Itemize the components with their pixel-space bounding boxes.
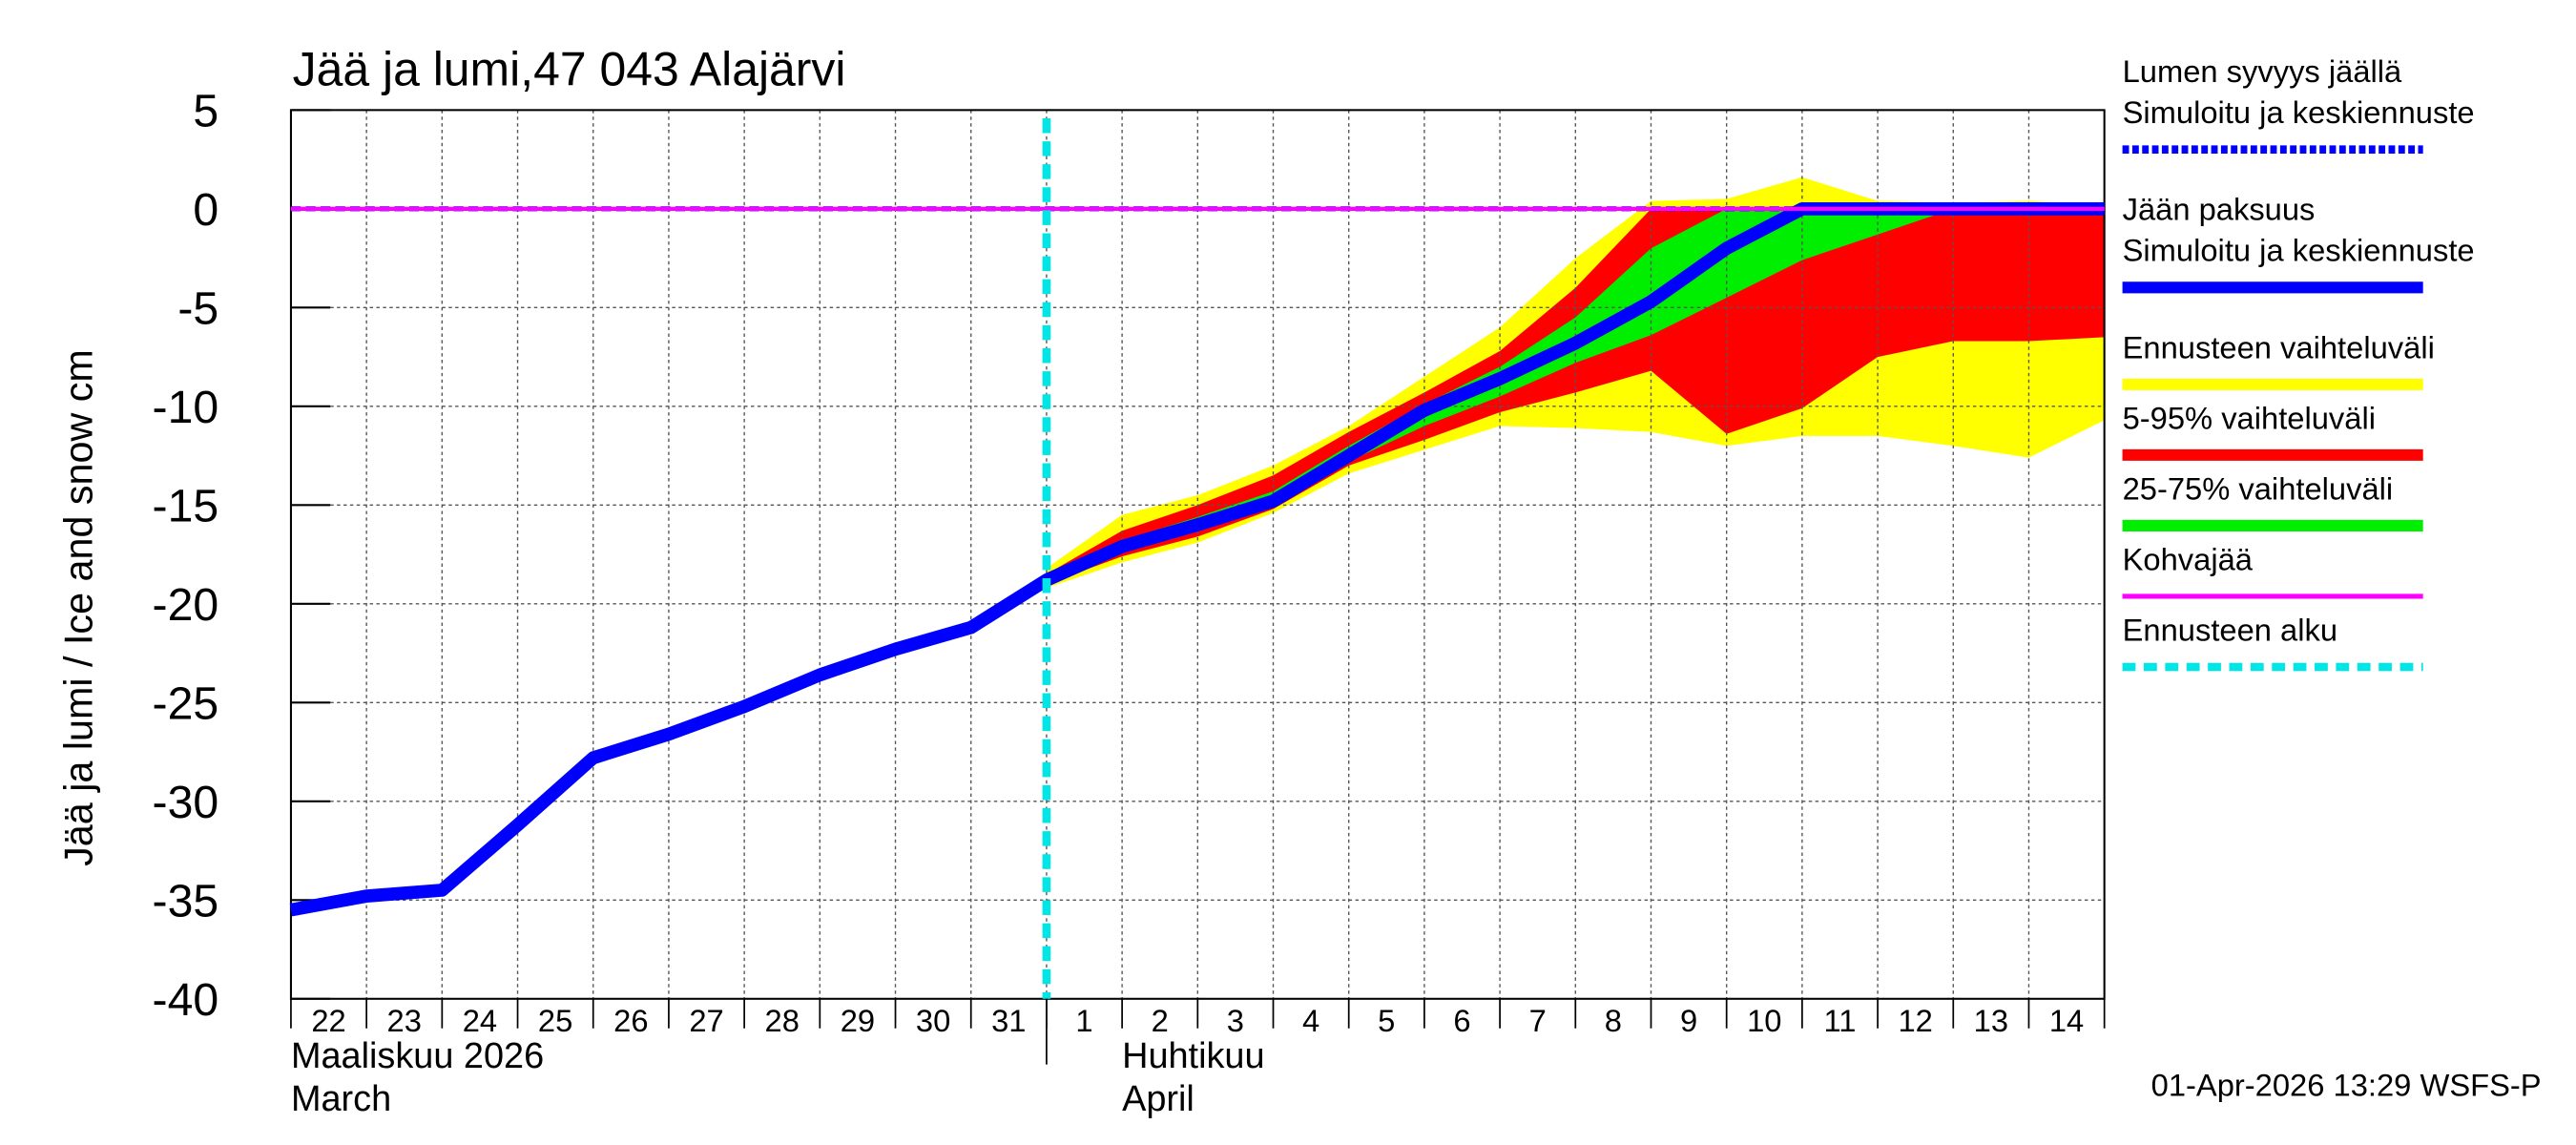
chart-title: Jää ja lumi,47 043 Alajärvi bbox=[293, 43, 846, 96]
footer: 01-Apr-2026 13:29 WSFS-P bbox=[2151, 1067, 2542, 1102]
x-tick-label: 24 bbox=[463, 1003, 497, 1038]
month-label: Maaliskuu 2026 bbox=[291, 1036, 544, 1076]
y-tick-label: -25 bbox=[153, 678, 219, 730]
y-tick-label: -40 bbox=[153, 974, 219, 1026]
x-tick-label: 14 bbox=[2049, 1003, 2084, 1038]
x-tick-label: 2 bbox=[1152, 1003, 1169, 1038]
x-tick-label: 12 bbox=[1898, 1003, 1932, 1038]
legend-label: Kohvajää bbox=[2123, 541, 2254, 576]
x-tick-label: 30 bbox=[916, 1003, 950, 1038]
x-tick-label: 26 bbox=[613, 1003, 648, 1038]
x-tick-label: 1 bbox=[1075, 1003, 1092, 1038]
y-tick-label: -35 bbox=[153, 875, 219, 926]
legend-label: Jään paksuus bbox=[2123, 192, 2316, 227]
x-tick-label: 9 bbox=[1680, 1003, 1697, 1038]
x-tick-label: 27 bbox=[689, 1003, 723, 1038]
y-tick-label: -20 bbox=[153, 579, 219, 631]
x-tick-label: 5 bbox=[1378, 1003, 1395, 1038]
x-tick-label: 8 bbox=[1605, 1003, 1622, 1038]
month-label: March bbox=[291, 1079, 391, 1119]
legend-label: Ennusteen alku bbox=[2123, 612, 2337, 647]
y-tick-label: 5 bbox=[193, 86, 218, 137]
x-tick-label: 3 bbox=[1227, 1003, 1244, 1038]
legend-label: Ennusteen vaihteluväli bbox=[2123, 329, 2435, 364]
y-tick-label: -10 bbox=[153, 382, 219, 433]
x-tick-label: 31 bbox=[991, 1003, 1026, 1038]
x-tick-label: 10 bbox=[1747, 1003, 1781, 1038]
y-tick-label: -30 bbox=[153, 777, 219, 828]
band bbox=[1046, 208, 2105, 585]
legend-label: Lumen syvyys jäällä bbox=[2123, 53, 2402, 89]
x-tick-label: 6 bbox=[1453, 1003, 1470, 1038]
x-tick-label: 13 bbox=[1974, 1003, 2008, 1038]
x-tick-label: 28 bbox=[765, 1003, 800, 1038]
x-tick-label: 22 bbox=[311, 1003, 345, 1038]
legend-label: Simuloitu ja keskiennuste bbox=[2123, 94, 2475, 130]
y-tick-label: -15 bbox=[153, 481, 219, 532]
y-tick-label: 0 bbox=[193, 184, 218, 236]
x-tick-label: 23 bbox=[387, 1003, 422, 1038]
x-tick-label: 29 bbox=[841, 1003, 875, 1038]
month-label: Huhtikuu bbox=[1122, 1036, 1264, 1076]
x-tick-label: 4 bbox=[1302, 1003, 1319, 1038]
x-tick-label: 11 bbox=[1824, 1003, 1857, 1038]
month-label: April bbox=[1122, 1079, 1195, 1119]
y-tick-label: -5 bbox=[177, 283, 218, 335]
legend-label: 25-75% vaihteluväli bbox=[2123, 470, 2394, 506]
y-axis-label: Jää ja lumi / Ice and snow cm bbox=[57, 349, 101, 866]
legend-label: Simuloitu ja keskiennuste bbox=[2123, 233, 2475, 268]
x-tick-label: 7 bbox=[1529, 1003, 1547, 1038]
x-tick-label: 25 bbox=[538, 1003, 572, 1038]
legend-label: 5-95% vaihteluväli bbox=[2123, 400, 2376, 435]
plot-frame bbox=[289, 109, 2106, 1000]
